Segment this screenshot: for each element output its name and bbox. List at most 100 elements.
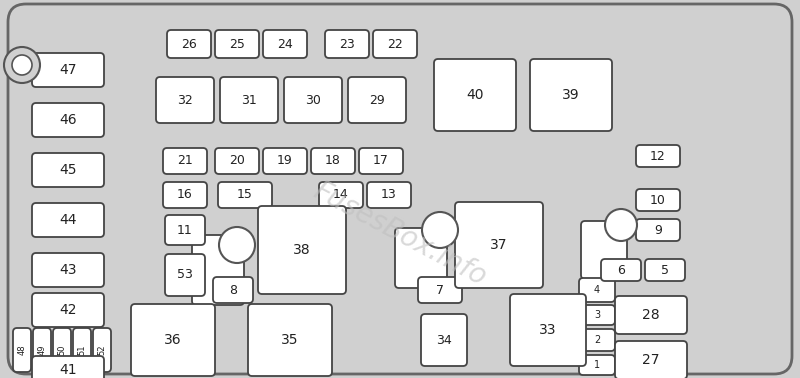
Text: 45: 45 bbox=[59, 163, 77, 177]
FancyBboxPatch shape bbox=[215, 30, 259, 58]
FancyBboxPatch shape bbox=[530, 59, 612, 131]
Text: 11: 11 bbox=[177, 223, 193, 237]
FancyBboxPatch shape bbox=[434, 59, 516, 131]
Text: 8: 8 bbox=[229, 284, 237, 296]
Text: 10: 10 bbox=[650, 194, 666, 206]
FancyBboxPatch shape bbox=[636, 189, 680, 211]
Text: 50: 50 bbox=[58, 345, 66, 355]
FancyBboxPatch shape bbox=[373, 30, 417, 58]
Text: 24: 24 bbox=[277, 37, 293, 51]
FancyBboxPatch shape bbox=[163, 148, 207, 174]
Text: 41: 41 bbox=[59, 363, 77, 377]
FancyBboxPatch shape bbox=[395, 228, 447, 288]
FancyBboxPatch shape bbox=[131, 304, 215, 376]
FancyBboxPatch shape bbox=[73, 328, 91, 372]
FancyBboxPatch shape bbox=[32, 153, 104, 187]
FancyBboxPatch shape bbox=[93, 328, 111, 372]
Text: 7: 7 bbox=[436, 284, 444, 296]
Text: 9: 9 bbox=[654, 223, 662, 237]
Text: 21: 21 bbox=[177, 155, 193, 167]
FancyBboxPatch shape bbox=[215, 148, 259, 174]
FancyBboxPatch shape bbox=[601, 259, 641, 281]
Text: 47: 47 bbox=[59, 63, 77, 77]
Text: 3: 3 bbox=[594, 310, 600, 320]
Text: 16: 16 bbox=[177, 189, 193, 201]
FancyBboxPatch shape bbox=[325, 30, 369, 58]
Text: 19: 19 bbox=[277, 155, 293, 167]
FancyBboxPatch shape bbox=[248, 304, 332, 376]
FancyBboxPatch shape bbox=[311, 148, 355, 174]
FancyBboxPatch shape bbox=[32, 253, 104, 287]
FancyBboxPatch shape bbox=[636, 145, 680, 167]
Text: 26: 26 bbox=[181, 37, 197, 51]
FancyBboxPatch shape bbox=[510, 294, 586, 366]
Text: 13: 13 bbox=[381, 189, 397, 201]
FancyBboxPatch shape bbox=[32, 203, 104, 237]
Text: 34: 34 bbox=[436, 333, 452, 347]
Text: 30: 30 bbox=[305, 93, 321, 107]
Text: 42: 42 bbox=[59, 303, 77, 317]
Text: 27: 27 bbox=[642, 353, 660, 367]
FancyBboxPatch shape bbox=[165, 215, 205, 245]
Text: 38: 38 bbox=[293, 243, 311, 257]
FancyBboxPatch shape bbox=[579, 305, 615, 325]
FancyBboxPatch shape bbox=[213, 277, 253, 303]
Circle shape bbox=[219, 227, 255, 263]
Text: 37: 37 bbox=[490, 238, 508, 252]
FancyBboxPatch shape bbox=[220, 77, 278, 123]
FancyBboxPatch shape bbox=[579, 278, 615, 302]
FancyBboxPatch shape bbox=[319, 182, 363, 208]
Text: 52: 52 bbox=[98, 345, 106, 355]
FancyBboxPatch shape bbox=[163, 182, 207, 208]
FancyBboxPatch shape bbox=[32, 356, 104, 378]
FancyBboxPatch shape bbox=[258, 206, 346, 294]
FancyBboxPatch shape bbox=[615, 341, 687, 378]
Text: 2: 2 bbox=[594, 335, 600, 345]
Text: 36: 36 bbox=[164, 333, 182, 347]
FancyBboxPatch shape bbox=[32, 293, 104, 327]
Text: 31: 31 bbox=[241, 93, 257, 107]
Text: 44: 44 bbox=[59, 213, 77, 227]
FancyBboxPatch shape bbox=[53, 328, 71, 372]
Text: 40: 40 bbox=[466, 88, 484, 102]
Text: 22: 22 bbox=[387, 37, 403, 51]
Circle shape bbox=[4, 47, 40, 83]
Text: 17: 17 bbox=[373, 155, 389, 167]
FancyBboxPatch shape bbox=[165, 254, 205, 296]
FancyBboxPatch shape bbox=[32, 103, 104, 137]
FancyBboxPatch shape bbox=[581, 221, 627, 279]
FancyBboxPatch shape bbox=[284, 77, 342, 123]
Text: 23: 23 bbox=[339, 37, 355, 51]
FancyBboxPatch shape bbox=[167, 30, 211, 58]
Text: 28: 28 bbox=[642, 308, 660, 322]
Text: 1: 1 bbox=[594, 360, 600, 370]
Text: 39: 39 bbox=[562, 88, 580, 102]
FancyBboxPatch shape bbox=[367, 182, 411, 208]
FancyBboxPatch shape bbox=[579, 329, 615, 351]
FancyBboxPatch shape bbox=[192, 235, 244, 305]
FancyBboxPatch shape bbox=[645, 259, 685, 281]
Text: 53: 53 bbox=[177, 268, 193, 282]
Text: 15: 15 bbox=[237, 189, 253, 201]
Text: 33: 33 bbox=[539, 323, 557, 337]
FancyBboxPatch shape bbox=[263, 148, 307, 174]
FancyBboxPatch shape bbox=[418, 277, 462, 303]
FancyBboxPatch shape bbox=[33, 328, 51, 372]
Text: 51: 51 bbox=[78, 345, 86, 355]
FancyBboxPatch shape bbox=[636, 219, 680, 241]
FancyBboxPatch shape bbox=[156, 77, 214, 123]
FancyBboxPatch shape bbox=[32, 53, 104, 87]
FancyBboxPatch shape bbox=[8, 4, 792, 374]
FancyBboxPatch shape bbox=[359, 148, 403, 174]
FancyBboxPatch shape bbox=[13, 328, 31, 372]
Text: 5: 5 bbox=[661, 263, 669, 276]
FancyBboxPatch shape bbox=[579, 355, 615, 375]
Circle shape bbox=[422, 212, 458, 248]
FancyBboxPatch shape bbox=[218, 182, 272, 208]
Text: 20: 20 bbox=[229, 155, 245, 167]
Text: 49: 49 bbox=[38, 345, 46, 355]
FancyBboxPatch shape bbox=[263, 30, 307, 58]
Text: 25: 25 bbox=[229, 37, 245, 51]
Text: 29: 29 bbox=[369, 93, 385, 107]
Text: 35: 35 bbox=[282, 333, 298, 347]
